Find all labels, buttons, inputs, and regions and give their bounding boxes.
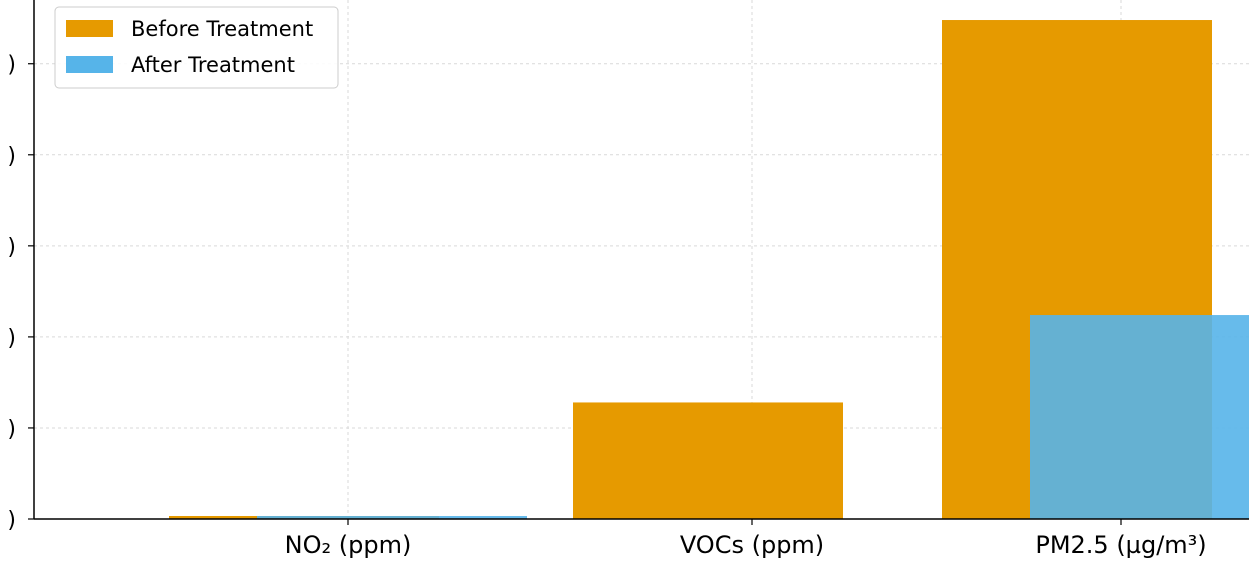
bars <box>169 20 1249 519</box>
x-tick-label-1: VOCs (ppm) <box>680 531 824 559</box>
legend: Before Treatment After Treatment <box>54 6 339 89</box>
y-tick-label-5: ) <box>7 53 16 78</box>
x-tick-label-2: PM2.5 (µg/m³) <box>1035 531 1206 559</box>
y-tick-label-0: ) <box>7 508 16 533</box>
axes <box>28 0 1249 525</box>
y-tick-label-2: ) <box>7 326 16 351</box>
bar-before-treatment-1 <box>573 402 843 519</box>
legend-box <box>54 6 339 89</box>
bar-after-treatment-2 <box>1030 315 1249 519</box>
x-tick-label-0: NO₂ (ppm) <box>285 531 412 559</box>
legend-swatch-before-treatment <box>66 20 113 37</box>
legend-label-before-treatment: Before Treatment <box>131 17 313 41</box>
tick-labels: )))))) NO₂ (ppm) VOCs (ppm) PM2.5 (µg/m³) <box>7 53 1206 559</box>
y-tick-label-1: ) <box>7 417 16 442</box>
legend-label-after-treatment: After Treatment <box>131 53 295 77</box>
bar-after-treatment-0 <box>257 516 527 519</box>
y-tick-label-3: ) <box>7 235 16 260</box>
y-tick-label-4: ) <box>7 144 16 169</box>
legend-swatch-after-treatment <box>66 56 113 73</box>
